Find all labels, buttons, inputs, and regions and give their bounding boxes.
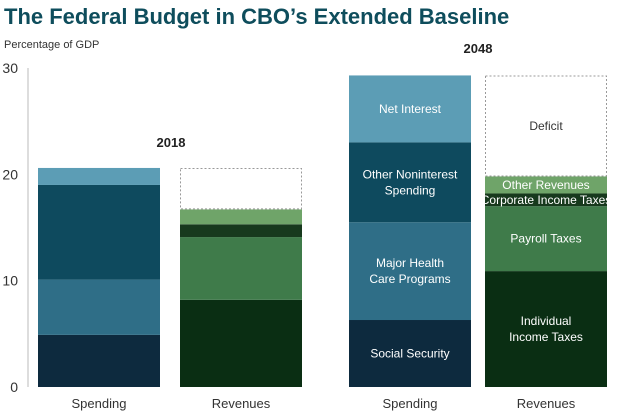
bar-segment-2048-spending-net-interest <box>349 75 471 143</box>
segment-label-2048-other-revenues: Other Revenues <box>502 178 589 192</box>
segment-label-2048-individual-income-taxes: Income Taxes <box>509 330 583 344</box>
y-tick-label: 10 <box>2 273 18 289</box>
bar-segment-2018-revenues-other-revenues <box>180 209 302 225</box>
bar-segment-2018-spending-other-noninterest-spending <box>38 184 160 280</box>
segment-label-2048-major-health-care-programs: Care Programs <box>369 272 450 286</box>
segment-label-2048-deficit: Deficit <box>529 119 563 133</box>
bar-segment-2048-revenues-payroll-taxes <box>485 206 607 272</box>
bar-segment-2018-spending-social-security <box>38 334 160 387</box>
year-label-2048: 2048 <box>464 41 493 56</box>
bar-segment-2048-spending-social-security <box>349 320 471 387</box>
bar-segment-2018-revenues-corporate-income-taxes <box>180 224 302 238</box>
segment-label-2048-major-health-care-programs: Major Health <box>376 256 444 270</box>
bar-segment-2048-revenues-corporate-income-taxes <box>485 193 607 207</box>
category-label-2018-revenues: Revenues <box>212 396 271 411</box>
units-label: Percentage of GDP <box>4 39 99 51</box>
bar-segment-2048-spending-major-health-care-programs <box>349 222 471 321</box>
bar-segment-2018-revenues-payroll-taxes <box>180 237 302 300</box>
category-label-2048-revenues: Revenues <box>517 396 576 411</box>
year-label-2018: 2018 <box>157 135 186 150</box>
category-label-2048-spending: Spending <box>383 396 438 411</box>
labels: 2018 Spending Revenues 2048 Social Security M… <box>72 41 612 411</box>
bar-segment-2018-revenues-individual-income-taxes <box>180 299 302 387</box>
segment-label-2048-individual-income-taxes: Individual <box>521 314 572 328</box>
bars <box>38 75 607 387</box>
bar-segment-2018-spending-net-interest <box>38 167 160 185</box>
segment-label-2048-other-noninterest-spending: Other Noninterest <box>363 167 458 181</box>
bar-segment-2048-revenues-individual-income-taxes <box>485 271 607 387</box>
segment-label-2048-corporate-income-taxes: Corporate Income Taxes <box>481 193 612 207</box>
segment-label-2048-net-interest: Net Interest <box>379 102 442 116</box>
chart-title: The Federal Budget in CBO’s Extended Bas… <box>4 4 509 29</box>
category-label-2018-spending: Spending <box>72 396 127 411</box>
y-tick-label: 0 <box>10 379 18 395</box>
y-tick-label: 30 <box>2 60 18 76</box>
y-axis: 0 10 20 30 <box>2 60 29 395</box>
segment-label-2048-social-security: Social Security <box>370 347 449 361</box>
bar-segment-2048-revenues-other-revenues <box>485 176 607 194</box>
segment-label-2048-other-noninterest-spending: Spending <box>385 183 436 197</box>
y-tick-label: 20 <box>2 166 18 182</box>
bar-segment-2048-revenues-deficit <box>485 75 607 177</box>
bar-segment-2018-revenues-deficit <box>180 167 302 210</box>
bar-segment-2048-spending-other-noninterest-spending <box>349 142 471 223</box>
segment-label-2048-payroll-taxes: Payroll Taxes <box>510 232 581 246</box>
bar-segment-2018-spending-major-health-care-programs <box>38 279 160 335</box>
